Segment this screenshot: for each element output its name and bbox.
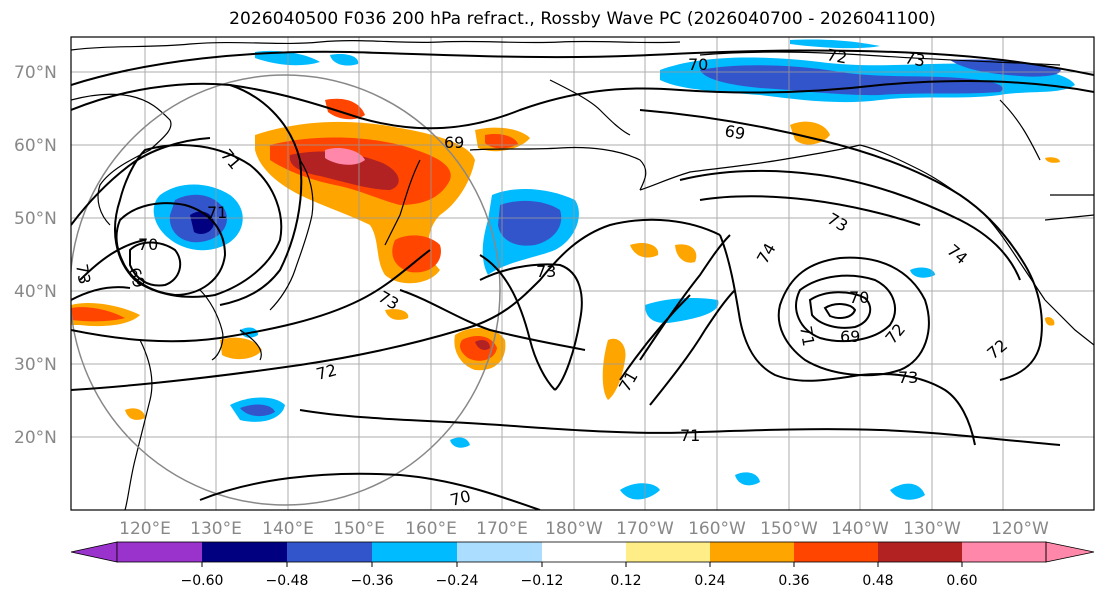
colorbar-tick-label: 0.24 (694, 573, 725, 589)
lat-label: 50°N (14, 209, 57, 229)
contour-lines (71, 49, 1094, 510)
contour-label: 70 (688, 55, 708, 74)
lon-label: 140°E (262, 519, 314, 539)
colorbar-segment (794, 542, 878, 562)
negative-anomaly-shading (153, 39, 1075, 500)
colorbar-tick-label: −0.12 (521, 573, 564, 589)
lon-label: 180°W (545, 519, 603, 539)
lat-label: 20°N (14, 428, 57, 448)
colorbar-tick-label: −0.48 (266, 573, 309, 589)
contour-label: 71 (796, 324, 818, 347)
lat-label: 60°N (14, 136, 57, 156)
colorbar: −0.60 −0.48 −0.36 −0.24 −0.12 0.12 0.24 … (70, 541, 1095, 589)
lon-label: 160°E (405, 519, 457, 539)
colorbar-tick-label: −0.60 (181, 573, 224, 589)
colorbar-segment (626, 542, 710, 562)
colorbar-extend-low (70, 541, 118, 563)
map-frame (70, 36, 1095, 511)
colorbar-tick-label: 0.12 (610, 573, 641, 589)
colorbar-segment (878, 542, 962, 562)
contour-label: 70 (448, 486, 473, 510)
contour-label: 73 (72, 262, 94, 285)
colorbar-tick-label: 0.60 (946, 573, 977, 589)
colorbar-segment (372, 542, 457, 562)
lat-label: 40°N (14, 282, 57, 302)
map-area (71, 37, 1094, 510)
latitude-labels: 70°N 60°N 50°N 40°N 30°N 20°N (14, 63, 57, 448)
lon-label: 140°W (831, 519, 889, 539)
colorbar-segment (542, 542, 626, 562)
contour-label: 73 (903, 48, 926, 70)
lon-label: 150°E (333, 519, 385, 539)
colorbar-tick-label: −0.36 (351, 573, 394, 589)
colorbar-extend-high (1045, 541, 1095, 563)
colorbar-segment (457, 542, 542, 562)
colorbar-segment (962, 542, 1046, 562)
contour-label: 69 (723, 121, 746, 143)
lon-label: 160°W (688, 519, 746, 539)
lon-label: 170°E (476, 519, 528, 539)
contour-label: 70 (138, 235, 158, 254)
contour-label: 69 (444, 133, 464, 152)
lat-label: 30°N (14, 355, 57, 375)
contour-label: 73 (898, 368, 918, 387)
colorbar-tick-label: −0.24 (436, 573, 479, 589)
contour-label: 72 (314, 360, 339, 384)
lon-label: 130°W (903, 519, 961, 539)
gridlines (71, 37, 1094, 510)
colorbar-tick-label: 0.36 (778, 573, 809, 589)
colorbar-segment (287, 542, 372, 562)
map-title: 2026040500 F036 200 hPa refract., Rossby… (229, 9, 936, 29)
lon-label: 120°E (119, 519, 171, 539)
lon-label: 130°E (190, 519, 242, 539)
contour-label: 70 (849, 288, 869, 307)
contour-label: 71 (680, 426, 700, 445)
lon-label: 170°W (616, 519, 674, 539)
lon-label: 120°W (991, 519, 1049, 539)
reference-circle (71, 74, 501, 506)
colorbar-segment (710, 542, 794, 562)
contour-label: 71 (207, 203, 227, 222)
lat-label: 70°N (14, 63, 57, 83)
lon-label: 150°W (760, 519, 818, 539)
colorbar-segment (202, 542, 287, 562)
colorbar-segment (117, 542, 202, 562)
positive-anomaly-shading (71, 98, 1060, 420)
contour-label: 69 (840, 327, 860, 346)
contour-label: 73 (536, 262, 556, 281)
map-content: 72 73 70 69 69 71 71 70 69 73 73 73 73 7… (71, 37, 1094, 510)
contour-label: 72 (825, 45, 848, 67)
longitude-labels: 120°E 130°E 140°E 150°E 160°E 170°E 180°… (119, 519, 1049, 539)
colorbar-tick-label: 0.48 (862, 573, 893, 589)
